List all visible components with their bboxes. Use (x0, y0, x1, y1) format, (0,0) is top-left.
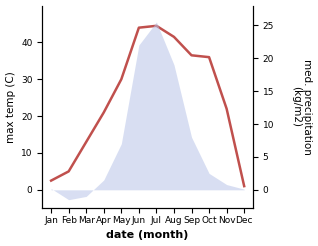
Y-axis label: max temp (C): max temp (C) (5, 71, 16, 143)
X-axis label: date (month): date (month) (107, 231, 189, 240)
Y-axis label: med. precipitation
(kg/m2): med. precipitation (kg/m2) (291, 59, 313, 155)
